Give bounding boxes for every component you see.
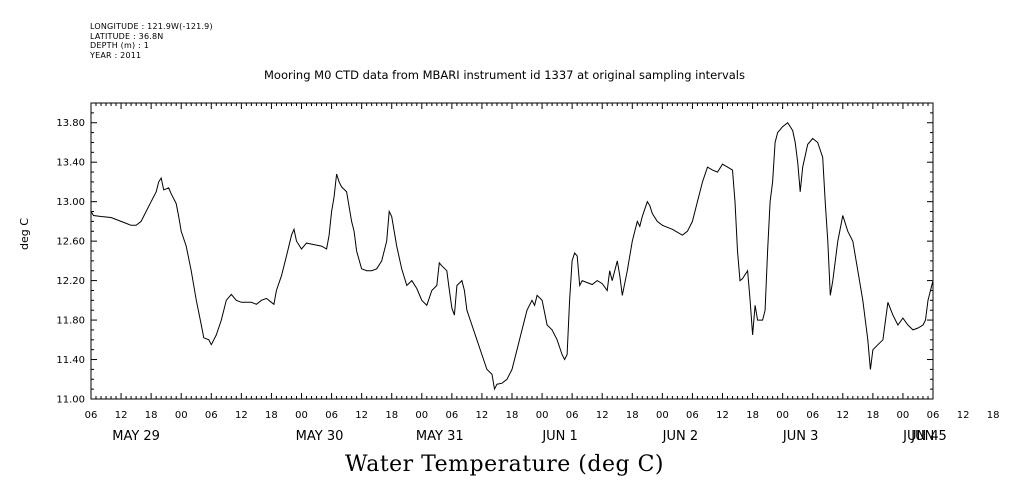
x-tick-label: 00 — [295, 410, 308, 421]
y-tick-labels: 11.00 11.40 11.80 12.20 12.60 13.00 13.40 13.80 — [56, 118, 85, 405]
x-tick-label: 12 — [836, 410, 849, 421]
x-day-label: JUN 4 — [902, 429, 938, 444]
y-tick-label: 13.80 — [56, 118, 85, 129]
x-tick-label: 06 — [927, 410, 940, 421]
x-tick-label: 06 — [806, 410, 819, 421]
water-temperature-line — [90, 121, 934, 391]
y-tick-label: 11.00 — [56, 395, 85, 406]
variable-caption: Water Temperature (deg C) — [345, 452, 664, 477]
x-tick-label: 12 — [115, 410, 128, 421]
x-tick-label: 18 — [385, 410, 398, 421]
x-tick-label: 12 — [957, 410, 970, 421]
latitude-text: LATITUDE : 36.8N — [90, 31, 164, 41]
x-tick-label: 00 — [175, 410, 188, 421]
longitude-text: LONGITUDE : 121.9W(-121.9) — [90, 22, 213, 31]
x-tick-label: 06 — [445, 410, 458, 421]
x-tick-label: 12 — [596, 410, 609, 421]
x-tick-label: 18 — [987, 410, 1000, 421]
x-day-label: MAY 31 — [416, 429, 464, 444]
chart-title: Mooring M0 CTD data from MBARI instrumen… — [264, 68, 745, 82]
x-day-label: JUN 1 — [541, 429, 577, 444]
x-tick-label: 00 — [656, 410, 669, 421]
y-tick-label: 12.20 — [56, 276, 85, 287]
x-day-label: MAY 30 — [296, 429, 344, 444]
y-tick-label: 13.40 — [56, 158, 85, 169]
x-tick-label: 06 — [686, 410, 699, 421]
x-tick-label: 00 — [897, 410, 910, 421]
y-tick-label: 12.60 — [56, 237, 85, 248]
y-tick-label: 13.00 — [56, 197, 85, 208]
x-day-label: JUN 2 — [662, 429, 698, 444]
x-day-labels: MAY 29 MAY 30 MAY 31 JUN 1 JUN 2 JUN 3 JUN 4JU… — [112, 429, 946, 444]
x-tick-label: 00 — [415, 410, 428, 421]
x-tick-label: 18 — [746, 410, 759, 421]
x-tick-label: 18 — [145, 410, 158, 421]
x-tick-label: 18 — [506, 410, 519, 421]
x-tick-label: 06 — [325, 410, 338, 421]
year-text: YEAR : 2011 — [90, 50, 142, 60]
x-tick-label: 00 — [536, 410, 549, 421]
y-tick-label: 11.40 — [56, 355, 85, 366]
x-day-label: JUN 3 — [782, 429, 818, 444]
y-tick-label: 11.80 — [56, 316, 85, 327]
x-tick-label: 18 — [626, 410, 639, 421]
x-tick-label: 12 — [716, 410, 729, 421]
x-tick-label: 06 — [205, 410, 218, 421]
tick-marks — [90, 102, 934, 400]
x-tick-label: 06 — [85, 410, 98, 421]
x-tick-labels: 06 12 18 00 06 12 18 00 06 12 18 00 06 12 18 00 06 12 18 00… — [85, 410, 1000, 421]
metadata-block: LONGITUDE : 121.9W(-121.9) LATITUDE : 36… — [90, 22, 213, 60]
x-tick-label: 12 — [355, 410, 368, 421]
x-tick-label: 12 — [476, 410, 489, 421]
x-day-label: JUN 5 — [910, 429, 946, 444]
depth-text: DEPTH (m) : 1 — [90, 41, 149, 50]
x-tick-label: 06 — [566, 410, 579, 421]
x-tick-label: 00 — [776, 410, 789, 421]
x-tick-label: 18 — [265, 410, 278, 421]
x-day-label: MAY 29 — [112, 429, 160, 444]
x-tick-label: 12 — [235, 410, 248, 421]
x-tick-label: 18 — [866, 410, 879, 421]
